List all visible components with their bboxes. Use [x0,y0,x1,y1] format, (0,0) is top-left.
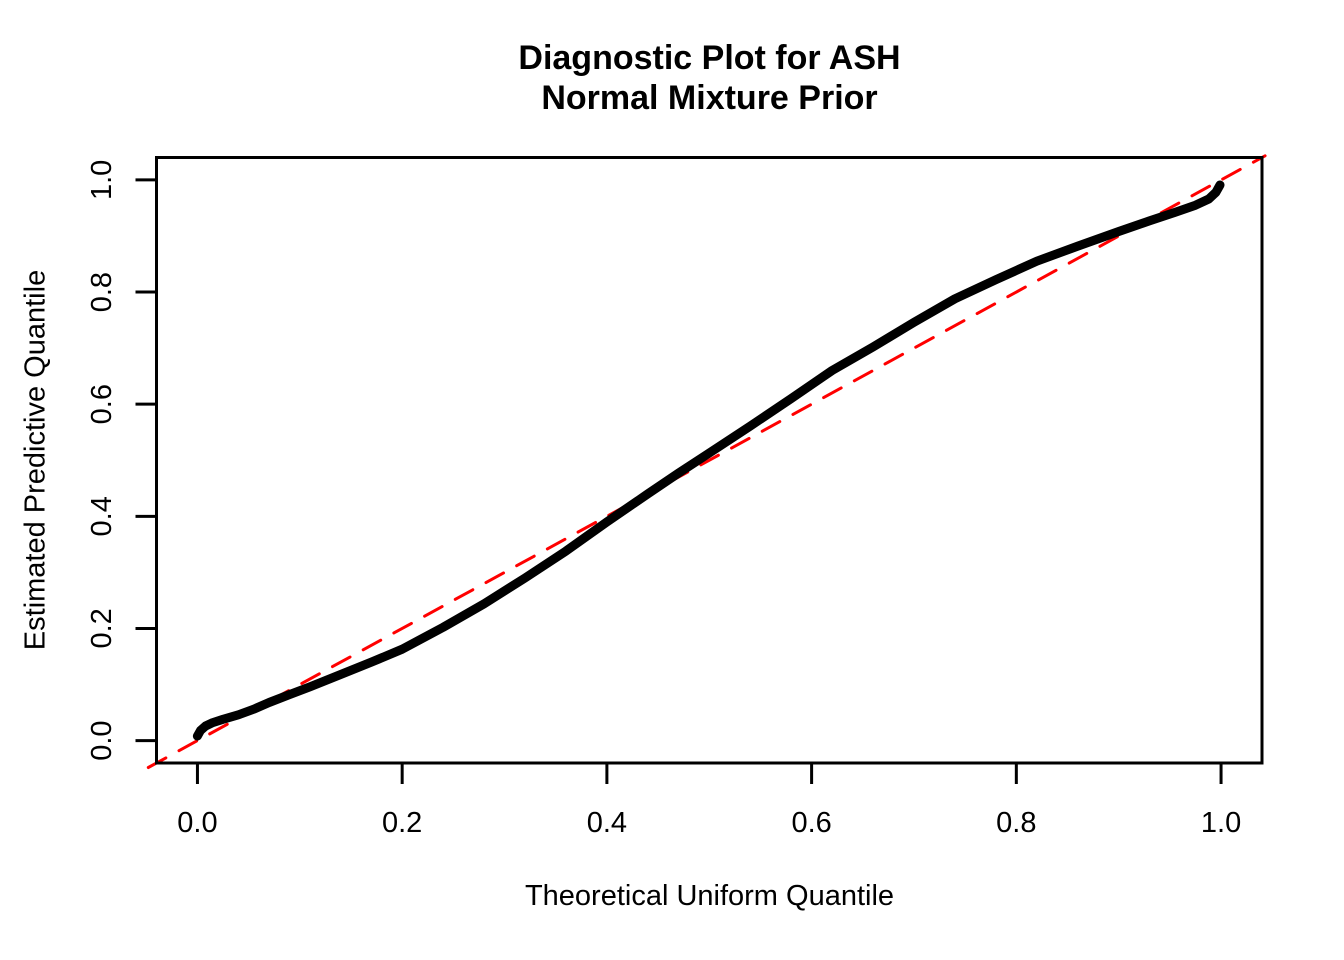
x-tick-label: 0.4 [587,807,627,839]
plot-frame [155,156,1264,765]
x-axis-label: Theoretical Uniform Quantile [524,880,895,912]
y-tick-label: 0.2 [86,608,118,648]
chart-title-line1: Diagnostic Plot for ASH [518,39,901,77]
y-tick-label: 0.8 [86,272,118,312]
x-tick-label: 0.0 [177,807,217,839]
y-tick-label: 0.4 [86,496,118,536]
x-tick-label: 0.6 [791,807,831,839]
y-tick-label: 0.6 [86,384,118,424]
estimated-predictive-quantile-curve [192,180,1225,741]
chart-title: Diagnostic Plot for ASH Normal Mixture P… [157,38,1262,118]
y-tick-label: 1.0 [86,160,118,200]
y-tick-label: 0.0 [86,720,118,760]
x-tick-label: 0.8 [996,807,1036,839]
identity-reference-line [146,154,1267,769]
x-tick-label: 0.2 [382,807,422,839]
x-tick-label: 1.0 [1201,807,1241,839]
y-axis-label: Estimated Predictive Quantile [19,269,52,651]
chart-title-line2: Normal Mixture Prior [541,79,878,117]
